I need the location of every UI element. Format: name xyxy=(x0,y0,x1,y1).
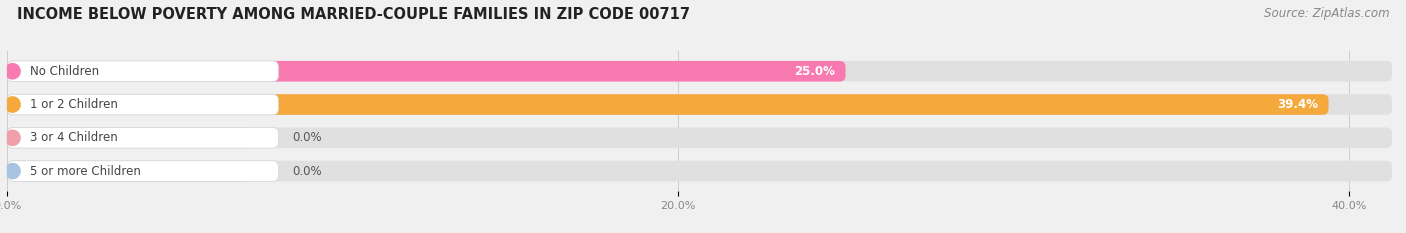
Circle shape xyxy=(4,64,20,79)
FancyBboxPatch shape xyxy=(7,61,278,82)
Text: 5 or more Children: 5 or more Children xyxy=(30,164,141,178)
FancyBboxPatch shape xyxy=(7,61,845,82)
Circle shape xyxy=(4,97,20,112)
Text: 39.4%: 39.4% xyxy=(1278,98,1319,111)
Circle shape xyxy=(4,164,20,179)
FancyBboxPatch shape xyxy=(7,94,1392,115)
FancyBboxPatch shape xyxy=(7,94,278,115)
Text: No Children: No Children xyxy=(30,65,100,78)
FancyBboxPatch shape xyxy=(7,127,1392,148)
FancyBboxPatch shape xyxy=(7,161,252,182)
Text: 25.0%: 25.0% xyxy=(794,65,835,78)
Circle shape xyxy=(4,130,20,145)
Text: 3 or 4 Children: 3 or 4 Children xyxy=(30,131,118,144)
FancyBboxPatch shape xyxy=(7,127,278,148)
FancyBboxPatch shape xyxy=(7,94,1329,115)
Text: 0.0%: 0.0% xyxy=(292,164,322,178)
Text: 0.0%: 0.0% xyxy=(292,131,322,144)
FancyBboxPatch shape xyxy=(7,127,252,148)
Text: 1 or 2 Children: 1 or 2 Children xyxy=(30,98,118,111)
FancyBboxPatch shape xyxy=(7,161,278,182)
FancyBboxPatch shape xyxy=(7,61,1392,82)
Text: Source: ZipAtlas.com: Source: ZipAtlas.com xyxy=(1264,7,1389,20)
FancyBboxPatch shape xyxy=(7,161,1392,182)
Text: INCOME BELOW POVERTY AMONG MARRIED-COUPLE FAMILIES IN ZIP CODE 00717: INCOME BELOW POVERTY AMONG MARRIED-COUPL… xyxy=(17,7,690,22)
